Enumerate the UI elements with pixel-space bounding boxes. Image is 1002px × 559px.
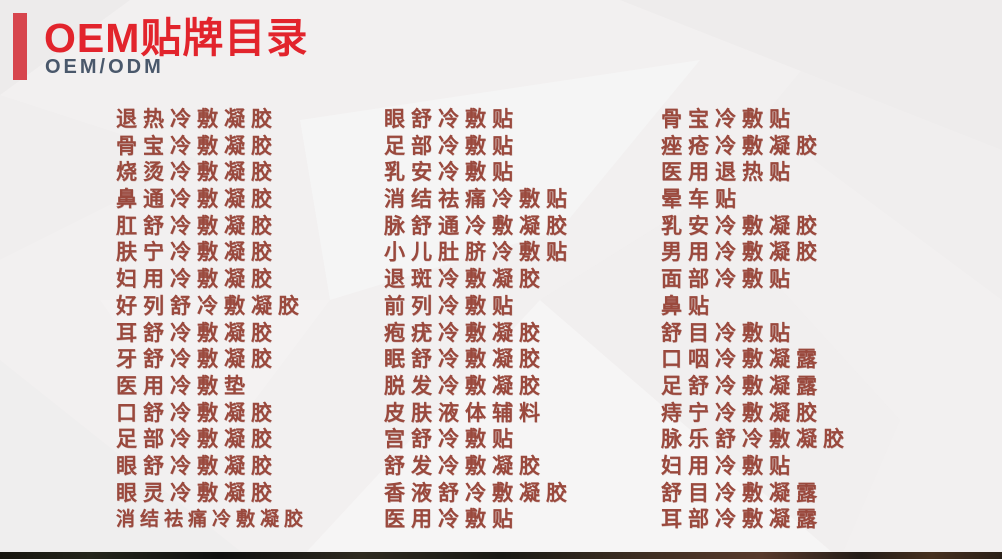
catalog-item: 舒目冷敷凝露 — [661, 479, 823, 505]
catalog-item: 疱疣冷敷凝胶 — [384, 319, 546, 345]
title-accent-bar — [13, 13, 27, 80]
catalog-item: 痔宁冷敷凝胶 — [661, 399, 823, 425]
catalog-column-3: 骨宝冷敷贴 痤疮冷敷凝胶 医用退热贴 晕车贴 乳安冷敷凝胶 男用冷敷凝胶 面部冷敷贴 鼻贴 舒目… — [661, 106, 850, 533]
catalog-item: 眼舒冷敷凝胶 — [116, 452, 278, 478]
catalog-item: 肤宁冷敷凝胶 — [116, 239, 278, 265]
catalog-item: 鼻贴 — [661, 292, 715, 318]
catalog-item: 烧烫冷敷凝胶 — [116, 159, 278, 185]
catalog-item: 脉乐舒冷敷凝胶 — [661, 426, 850, 452]
catalog-item: 男用冷敷凝胶 — [661, 239, 823, 265]
header: OEM贴牌目录 OEM/ODM — [0, 0, 1002, 100]
catalog-item: 好列舒冷敷凝胶 — [116, 292, 305, 318]
catalog-item: 皮肤液体辅料 — [384, 399, 546, 425]
catalog-item: 医用冷敷贴 — [384, 506, 519, 532]
catalog-item: 眠舒冷敷凝胶 — [384, 346, 546, 372]
catalog-item: 肛舒冷敷凝胶 — [116, 212, 278, 238]
catalog-item: 妇用冷敷凝胶 — [116, 266, 278, 292]
catalog-item: 眼灵冷敷凝胶 — [116, 479, 278, 505]
catalog-item: 妇用冷敷贴 — [661, 452, 796, 478]
catalog-item: 医用退热贴 — [661, 159, 796, 185]
catalog-item: 退斑冷敷凝胶 — [384, 266, 546, 292]
catalog-item: 前列冷敷贴 — [384, 292, 519, 318]
catalog-item: 足舒冷敷凝露 — [661, 372, 823, 398]
catalog-item: 退热冷敷凝胶 — [116, 106, 278, 131]
catalog-item: 消结祛痛冷敷凝胶 — [116, 508, 309, 531]
catalog-item: 乳安冷敷贴 — [384, 159, 519, 185]
catalog-item: 晕车贴 — [661, 186, 742, 212]
catalog-item: 口咽冷敷凝露 — [661, 346, 823, 372]
catalog-item: 脉舒通冷敷凝胶 — [384, 212, 573, 238]
catalog-item: 医用冷敷垫 — [116, 372, 251, 398]
page-title: OEM贴牌目录 — [44, 15, 309, 61]
page-subtitle: OEM/ODM — [45, 56, 164, 78]
catalog-item: 舒发冷敷凝胶 — [384, 452, 546, 478]
catalog-item: 小儿肚脐冷敷贴 — [384, 239, 573, 265]
catalog-item: 脱发冷敷凝胶 — [384, 372, 546, 398]
catalog-column-2: 眼舒冷敷贴 足部冷敷贴 乳安冷敷贴 消结祛痛冷敷贴 脉舒通冷敷凝胶 小儿肚脐冷敷贴 退斑冷敷… — [384, 106, 573, 533]
catalog-item: 乳安冷敷凝胶 — [661, 212, 823, 238]
catalog-item: 足部冷敷凝胶 — [116, 426, 278, 452]
catalog: 退热冷敷凝胶 骨宝冷敷凝胶 烧烫冷敷凝胶 鼻通冷敷凝胶 肛舒冷敷凝胶 肤宁冷敷凝胶 妇用冷敷… — [0, 106, 1002, 546]
catalog-item: 痤疮冷敷凝胶 — [661, 132, 823, 158]
catalog-item: 消结祛痛冷敷贴 — [384, 186, 573, 212]
catalog-item: 足部冷敷贴 — [384, 132, 519, 158]
catalog-item: 面部冷敷贴 — [661, 266, 796, 292]
catalog-item: 香液舒冷敷凝胶 — [384, 479, 573, 505]
catalog-item: 舒目冷敷贴 — [661, 319, 796, 345]
catalog-item: 宫舒冷敷贴 — [384, 426, 519, 452]
catalog-column-1: 退热冷敷凝胶 骨宝冷敷凝胶 烧烫冷敷凝胶 鼻通冷敷凝胶 肛舒冷敷凝胶 肤宁冷敷凝胶 妇用冷敷… — [116, 106, 308, 533]
bottom-photo-edge — [0, 552, 1002, 559]
catalog-item: 耳舒冷敷凝胶 — [116, 319, 278, 345]
catalog-item: 耳部冷敷凝露 — [661, 506, 823, 532]
catalog-item: 骨宝冷敷贴 — [661, 106, 796, 131]
catalog-item: 牙舒冷敷凝胶 — [116, 346, 278, 372]
catalog-item: 口舒冷敷凝胶 — [116, 399, 278, 425]
catalog-item: 眼舒冷敷贴 — [384, 106, 519, 131]
catalog-item: 骨宝冷敷凝胶 — [116, 132, 278, 158]
catalog-item: 鼻通冷敷凝胶 — [116, 186, 278, 212]
